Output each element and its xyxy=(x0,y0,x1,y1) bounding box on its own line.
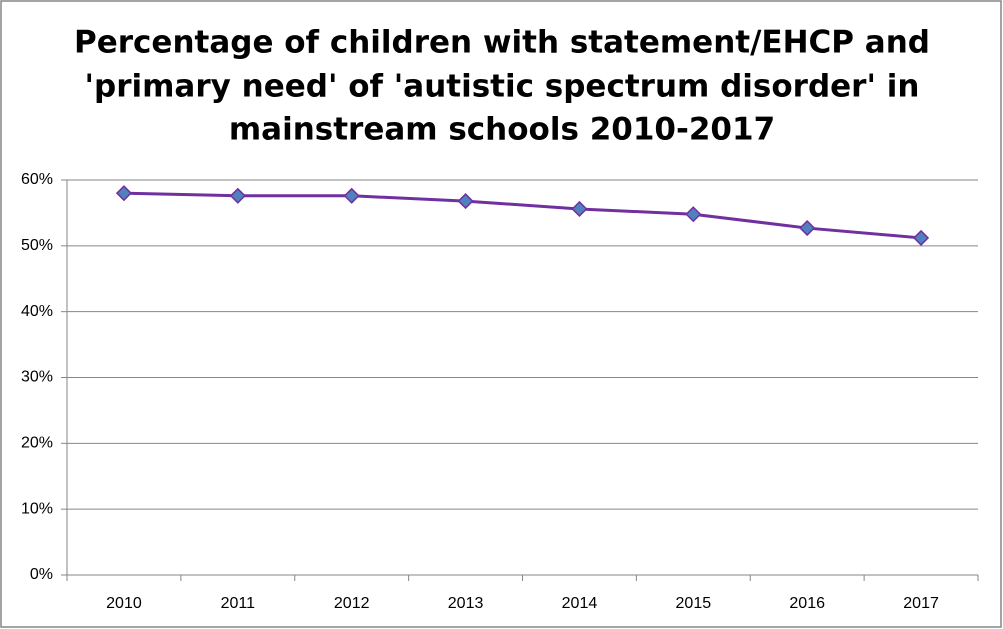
data-point xyxy=(229,187,246,204)
data-point xyxy=(571,200,588,218)
data-line xyxy=(123,191,922,240)
data-point xyxy=(115,185,132,202)
y-tick-label: 60% xyxy=(21,171,53,188)
x-tick-label: 2010 xyxy=(106,595,142,612)
y-tick-label: 20% xyxy=(21,435,53,452)
data-point xyxy=(343,187,360,204)
x-tick-label: 2013 xyxy=(448,595,484,612)
data-point xyxy=(457,193,474,210)
chart-title: mainstream schools 2010-2017 xyxy=(229,112,775,148)
y-tick-label: 10% xyxy=(21,500,53,517)
data-point xyxy=(685,206,702,223)
x-tick-label: 2017 xyxy=(903,595,939,612)
chart-title: Percentage of children with statement/EH… xyxy=(74,25,930,61)
x-tick-label: 2012 xyxy=(334,595,370,612)
x-tick-label: 2016 xyxy=(789,595,825,612)
data-point xyxy=(913,229,930,246)
x-tick-label: 2014 xyxy=(562,595,598,612)
data-point xyxy=(799,219,816,237)
y-tick-label: 40% xyxy=(21,303,53,320)
chart-title: 'primary need' of 'autistic spectrum dis… xyxy=(85,69,920,105)
x-tick-label: 2015 xyxy=(676,595,712,612)
y-tick-label: 30% xyxy=(21,369,53,386)
y-tick-label: 50% xyxy=(21,237,53,254)
y-tick-label: 0% xyxy=(30,566,53,583)
x-tick-label: 2011 xyxy=(221,595,256,612)
